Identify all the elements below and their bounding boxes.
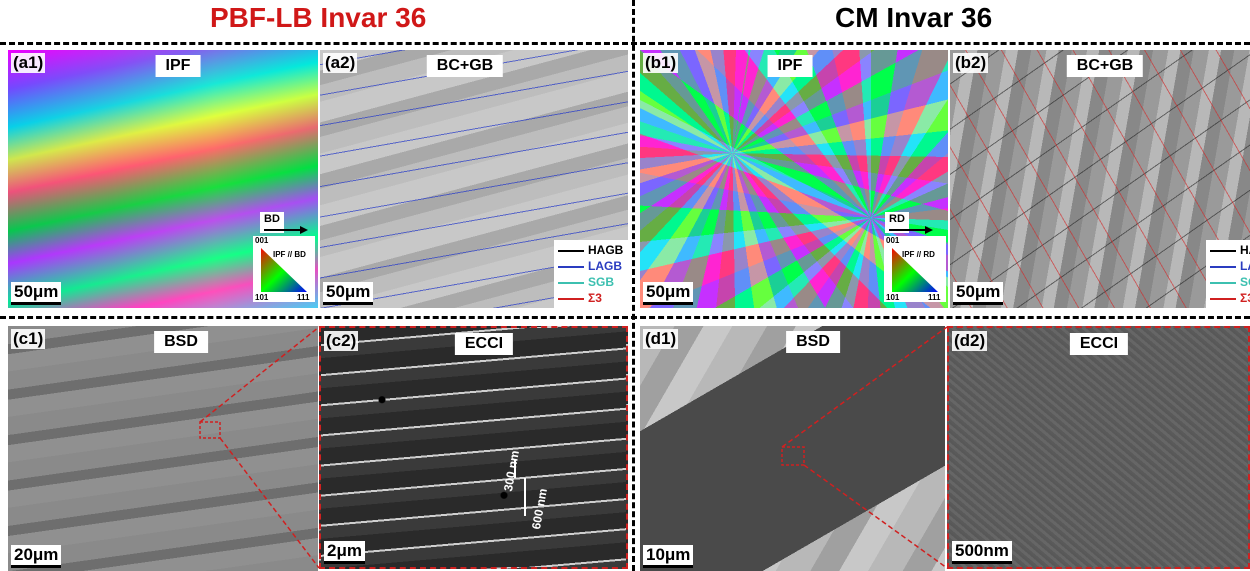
panel-label: ECCI — [1070, 333, 1128, 355]
key-label: 101 — [886, 293, 899, 302]
panel-id: (d2) — [952, 331, 987, 351]
direction-text: BD — [264, 213, 280, 225]
divider — [0, 42, 1250, 45]
ipf-map: (a1) IPF BD 001 IPF // BD 101 111 50μm — [8, 50, 318, 308]
key-label: 101 — [255, 293, 268, 302]
panel-label: BSD — [154, 331, 208, 353]
direction: BD — [260, 212, 284, 233]
scale-bar: 50μm — [643, 282, 693, 305]
divider — [0, 316, 1250, 319]
legend: HAGB LAGB SGB Σ3 — [1206, 240, 1250, 308]
arrow — [264, 226, 308, 234]
legend-item: HAGB — [1206, 242, 1250, 258]
legend-text: LAGB — [1240, 259, 1250, 273]
scale-bar: 50μm — [953, 282, 1003, 305]
legend-text: SGB — [1240, 275, 1250, 289]
bsd-image: (d1) BSD 10μm — [640, 326, 945, 571]
scale-bar: 2μm — [324, 541, 365, 564]
legend-item: LAGB — [1206, 258, 1250, 274]
panel-id: (a2) — [323, 53, 357, 73]
panel-label: IPF — [768, 55, 813, 77]
panel-label: IPF — [156, 55, 201, 77]
ecci-image: (c2) ECCI 300 nm 600 nm 2μm — [319, 326, 628, 569]
scale-bar: 500nm — [952, 541, 1012, 564]
bc-map: (a2) BC+GB HAGB LAGB SGB Σ3 50μm — [320, 50, 628, 308]
key-label: 111 — [928, 293, 940, 302]
panel-id: (d1) — [643, 329, 678, 349]
legend-item: HAGB — [554, 242, 628, 258]
scale-bar: 10μm — [643, 545, 693, 568]
legend-text: HAGB — [588, 243, 623, 257]
legend: HAGB LAGB SGB Σ3 — [554, 240, 628, 308]
key-label: 111 — [297, 293, 309, 302]
direction-text: RD — [889, 213, 905, 225]
panel-id: (a1) — [11, 53, 45, 73]
arrow — [889, 226, 933, 234]
arrows — [321, 328, 628, 569]
scale-bar: 20μm — [11, 545, 61, 568]
key-label: IPF // RD — [902, 250, 935, 259]
legend-text: LAGB — [588, 259, 622, 273]
panel-id: (c1) — [11, 329, 45, 349]
legend-item: Σ3 — [1206, 290, 1250, 306]
scale-bar: 50μm — [11, 282, 61, 305]
legend-text: SGB — [588, 275, 614, 289]
left-header: PBF-LB Invar 36 — [210, 2, 426, 34]
legend-item: Σ3 — [554, 290, 628, 306]
direction: RD — [885, 212, 909, 233]
right-header: CM Invar 36 — [835, 2, 992, 34]
bsd-image: (c1) BSD 20μm — [8, 326, 318, 571]
panel-label: BC+GB — [427, 55, 503, 77]
legend-text: Σ3 — [1240, 291, 1250, 305]
legend-item: SGB — [1206, 274, 1250, 290]
key-label: 001 — [255, 236, 268, 245]
panel-id: (b1) — [643, 53, 678, 73]
legend-item: LAGB — [554, 258, 628, 274]
ipf-map: (b1) IPF RD 001 IPF // RD 101 111 50μm — [640, 50, 948, 308]
legend-item: SGB — [554, 274, 628, 290]
scale-bar: 50μm — [323, 282, 373, 305]
legend-text: Σ3 — [588, 291, 602, 305]
legend-text: HAGB — [1240, 243, 1250, 257]
panel-id: (b2) — [953, 53, 988, 73]
ipf-key: 001 IPF // RD 101 111 — [884, 236, 946, 302]
divider — [632, 0, 635, 571]
key-label: 001 — [886, 236, 899, 245]
ipf-key: 001 IPF // BD 101 111 — [253, 236, 315, 302]
key-label: IPF // BD — [273, 250, 306, 259]
panel-label: BSD — [786, 331, 840, 353]
bc-map: (b2) BC+GB HAGB LAGB SGB Σ3 50μm — [950, 50, 1250, 308]
ecci-image: (d2) ECCI 500nm — [947, 326, 1250, 569]
figure: PBF-LB Invar 36 CM Invar 36 (a1) IPF BD … — [0, 0, 1250, 571]
panel-label: BC+GB — [1067, 55, 1143, 77]
